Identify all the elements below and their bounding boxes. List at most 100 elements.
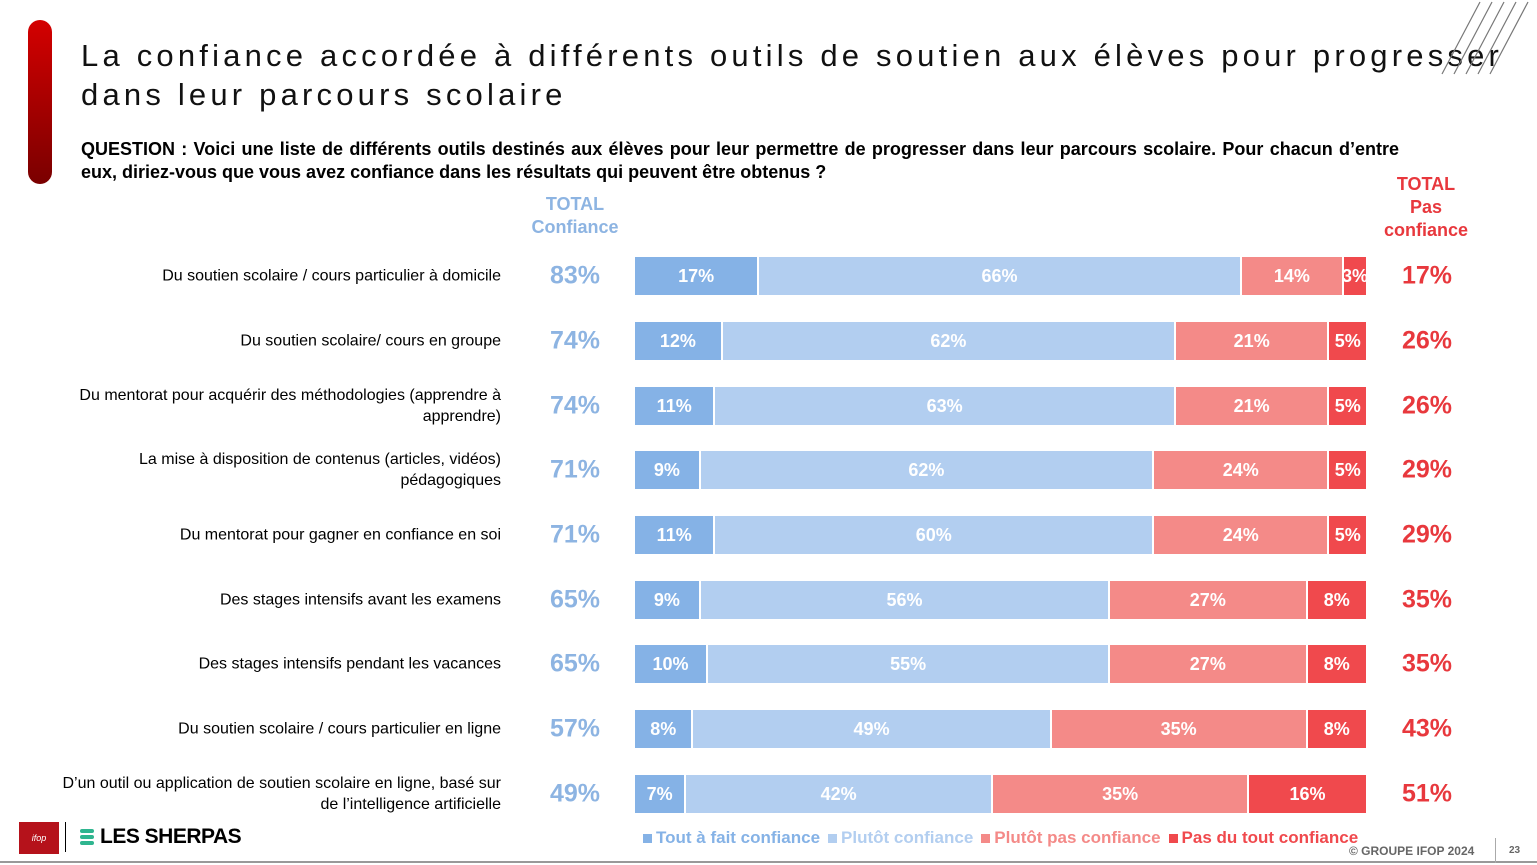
legend-swatch xyxy=(643,833,652,843)
total-pas-confiance-value: 43% xyxy=(1401,714,1453,743)
total-confiance-value: 71% xyxy=(549,520,601,549)
total-pas-confiance-value: 51% xyxy=(1401,779,1453,808)
page-number: 23 xyxy=(1509,845,1521,856)
bar-segment-plutot-pas: 27% xyxy=(1110,645,1308,683)
bar-segment-plutot: 42% xyxy=(686,775,994,813)
category-label: Du soutien scolaire / cours particulier … xyxy=(162,267,501,285)
bar-segment-tout-a-fait: 8% xyxy=(635,710,694,748)
header-line: TOTAL xyxy=(1396,174,1456,194)
bar-segment-tout-a-fait: 12% xyxy=(635,322,723,360)
stacked-bar: 9% 62% 24% 5% xyxy=(635,451,1366,489)
header-total-pas-confiance: TOTAL Pas confiance xyxy=(1366,173,1486,242)
legend-item: Plutôt pas confiance xyxy=(981,828,1161,848)
total-confiance-value: 65% xyxy=(549,585,601,614)
legend-label: Pas du tout confiance xyxy=(1181,828,1359,847)
bar-segment-pas-du-tout: 8% xyxy=(1307,710,1366,748)
stacked-bar: 8% 49% 35% 8% xyxy=(635,710,1366,748)
bar-segment-tout-a-fait: 11% xyxy=(635,516,716,554)
stacked-bar: 11% 63% 21% 5% xyxy=(635,387,1366,425)
bar-segment-plutot-pas: 24% xyxy=(1154,451,1330,489)
bar-segment-plutot-pas: 21% xyxy=(1175,387,1330,425)
total-confiance-value: 71% xyxy=(549,455,601,484)
sherpas-text: LES SHERPAS xyxy=(100,825,242,848)
question-text: QUESTION : Voici une liste de différents… xyxy=(81,139,1399,182)
total-confiance-value: 65% xyxy=(549,649,601,678)
legend-swatch xyxy=(981,833,991,843)
legend-item: Pas du tout confiance xyxy=(1168,828,1359,848)
total-confiance-value: 57% xyxy=(549,714,601,743)
stacked-bar: 17% 66% 14% 3% xyxy=(635,257,1368,295)
total-pas-confiance-value: 35% xyxy=(1401,585,1453,614)
bar-segment-plutot: 55% xyxy=(708,645,1111,683)
sherpas-logo: LES SHERPAS xyxy=(80,825,242,849)
bar-segment-tout-a-fait: 10% xyxy=(635,645,709,683)
chart-row: Du mentorat pour acquérir des méthodolog… xyxy=(0,386,1537,426)
header-line: Pas xyxy=(1409,197,1443,217)
bar-segment-plutot-pas: 21% xyxy=(1175,322,1330,360)
bar-segment-tout-a-fait: 9% xyxy=(635,581,701,619)
bar-segment-tout-a-fait: 11% xyxy=(635,387,716,425)
logo-divider xyxy=(65,822,66,852)
bar-segment-tout-a-fait: 17% xyxy=(635,257,760,295)
legend-swatch xyxy=(1168,833,1178,843)
stacked-bar: 10% 55% 27% 8% xyxy=(635,645,1366,683)
chart-row: Des stages intensifs avant les examens 65… xyxy=(0,580,1537,620)
slide-title: La confiance accordée à différents outil… xyxy=(81,38,1504,112)
category-label: Du soutien scolaire / cours particulier … xyxy=(178,720,501,738)
chart-row: Du soutien scolaire / cours particulier … xyxy=(0,256,1537,296)
bar-segment-plutot: 49% xyxy=(693,710,1052,748)
category-label: Du mentorat pour gagner en confiance en … xyxy=(179,526,501,544)
copyright: © GROUPE IFOP 2024 xyxy=(1349,844,1475,858)
bar-segment-plutot: 56% xyxy=(700,581,1111,619)
stacked-bar: 11% 60% 24% 5% xyxy=(635,516,1366,554)
bar-segment-plutot-pas: 27% xyxy=(1110,581,1308,619)
chart-row: La mise à disposition de contenus (artic… xyxy=(0,450,1537,490)
sherpas-icon xyxy=(80,829,94,845)
bar-segment-plutot: 62% xyxy=(700,451,1154,489)
category-label: Des stages intensifs avant les examens xyxy=(219,591,501,609)
total-pas-confiance-value: 26% xyxy=(1401,326,1453,355)
legend-item: Tout à fait confiance xyxy=(643,828,820,848)
category-label: D’un outil ou application de soutien sco… xyxy=(62,775,502,813)
bar-segment-pas-du-tout: 8% xyxy=(1307,645,1366,683)
category-label: La mise à disposition de contenus (artic… xyxy=(139,451,501,489)
bar-segment-tout-a-fait: 7% xyxy=(635,775,687,813)
bar-segment-plutot: 62% xyxy=(722,322,1176,360)
bar-segment-plutot-pas: 24% xyxy=(1154,516,1330,554)
header-line: Confiance xyxy=(531,217,619,237)
header-line: TOTAL xyxy=(545,194,605,214)
legend-label: Plutôt confiance xyxy=(841,828,974,847)
total-confiance-value: 83% xyxy=(549,261,601,290)
category-label: Du soutien scolaire/ cours en groupe xyxy=(240,332,501,350)
total-confiance-value: 74% xyxy=(549,391,601,420)
bar-segment-pas-du-tout: 5% xyxy=(1329,451,1366,489)
total-confiance-value: 49% xyxy=(549,779,601,808)
chart-row: Des stages intensifs pendant les vacance… xyxy=(0,644,1537,684)
category-label: Des stages intensifs pendant les vacance… xyxy=(198,655,501,673)
total-pas-confiance-value: 29% xyxy=(1401,520,1453,549)
bar-segment-plutot: 63% xyxy=(715,387,1176,425)
header-total-confiance: TOTAL Confiance xyxy=(515,193,635,239)
total-pas-confiance-value: 29% xyxy=(1401,455,1453,484)
bar-segment-plutot-pas: 35% xyxy=(1051,710,1308,748)
ifop-logo: ifop xyxy=(19,822,59,854)
bar-segment-pas-du-tout: 8% xyxy=(1307,581,1366,619)
bar-segment-pas-du-tout: 16% xyxy=(1249,775,1366,813)
bar-segment-pas-du-tout: 5% xyxy=(1329,387,1366,425)
chart-row: Du soutien scolaire/ cours en groupe 74% 1… xyxy=(0,321,1537,361)
bar-segment-pas-du-tout: 5% xyxy=(1329,516,1366,554)
total-pas-confiance-value: 26% xyxy=(1401,391,1453,420)
stacked-bar: 7% 42% 35% 16% xyxy=(635,775,1366,813)
bar-segment-plutot-pas: 14% xyxy=(1241,257,1345,295)
page-divider xyxy=(1495,838,1496,863)
bar-segment-pas-du-tout: 3% xyxy=(1342,257,1368,295)
bar-segment-tout-a-fait: 9% xyxy=(635,451,701,489)
total-pas-confiance-value: 35% xyxy=(1401,649,1453,678)
header-line: confiance xyxy=(1383,220,1469,240)
bar-segment-pas-du-tout: 5% xyxy=(1329,322,1366,360)
legend-label: Tout à fait confiance xyxy=(656,828,821,847)
stacked-bar: 9% 56% 27% 8% xyxy=(635,581,1366,619)
legend: Tout à fait confiance Plutôt confiance Plu… xyxy=(643,828,1358,848)
accent-bar xyxy=(28,20,52,184)
